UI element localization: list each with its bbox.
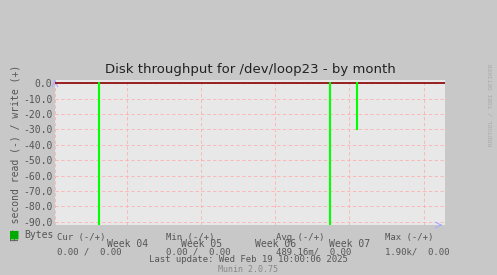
Text: Max (-/+): Max (-/+) bbox=[385, 233, 433, 242]
Text: Last update: Wed Feb 19 10:00:06 2025: Last update: Wed Feb 19 10:00:06 2025 bbox=[149, 255, 348, 264]
Text: 0.00 /  0.00: 0.00 / 0.00 bbox=[57, 247, 122, 256]
Text: 1.90k/  0.00: 1.90k/ 0.00 bbox=[385, 247, 450, 256]
Text: Min (-/+): Min (-/+) bbox=[166, 233, 215, 242]
Text: 0.00 /  0.00: 0.00 / 0.00 bbox=[166, 247, 231, 256]
Text: Bytes: Bytes bbox=[24, 230, 53, 240]
Text: Week 07: Week 07 bbox=[329, 239, 370, 249]
Text: Cur (-/+): Cur (-/+) bbox=[57, 233, 105, 242]
Text: Week 06: Week 06 bbox=[255, 239, 296, 249]
Text: Week 05: Week 05 bbox=[181, 239, 222, 249]
Title: Disk throughput for /dev/loop23 - by month: Disk throughput for /dev/loop23 - by mon… bbox=[105, 63, 396, 76]
Text: 489.16m/  0.00: 489.16m/ 0.00 bbox=[276, 247, 351, 256]
Text: RRDTOOL / TOBI OETIKER: RRDTOOL / TOBI OETIKER bbox=[489, 63, 494, 146]
Text: Week 04: Week 04 bbox=[106, 239, 148, 249]
Text: Avg (-/+): Avg (-/+) bbox=[276, 233, 324, 242]
Text: Munin 2.0.75: Munin 2.0.75 bbox=[219, 265, 278, 274]
Y-axis label: Pr second read (-) / write (+): Pr second read (-) / write (+) bbox=[10, 64, 20, 241]
Text: ■: ■ bbox=[9, 230, 19, 240]
